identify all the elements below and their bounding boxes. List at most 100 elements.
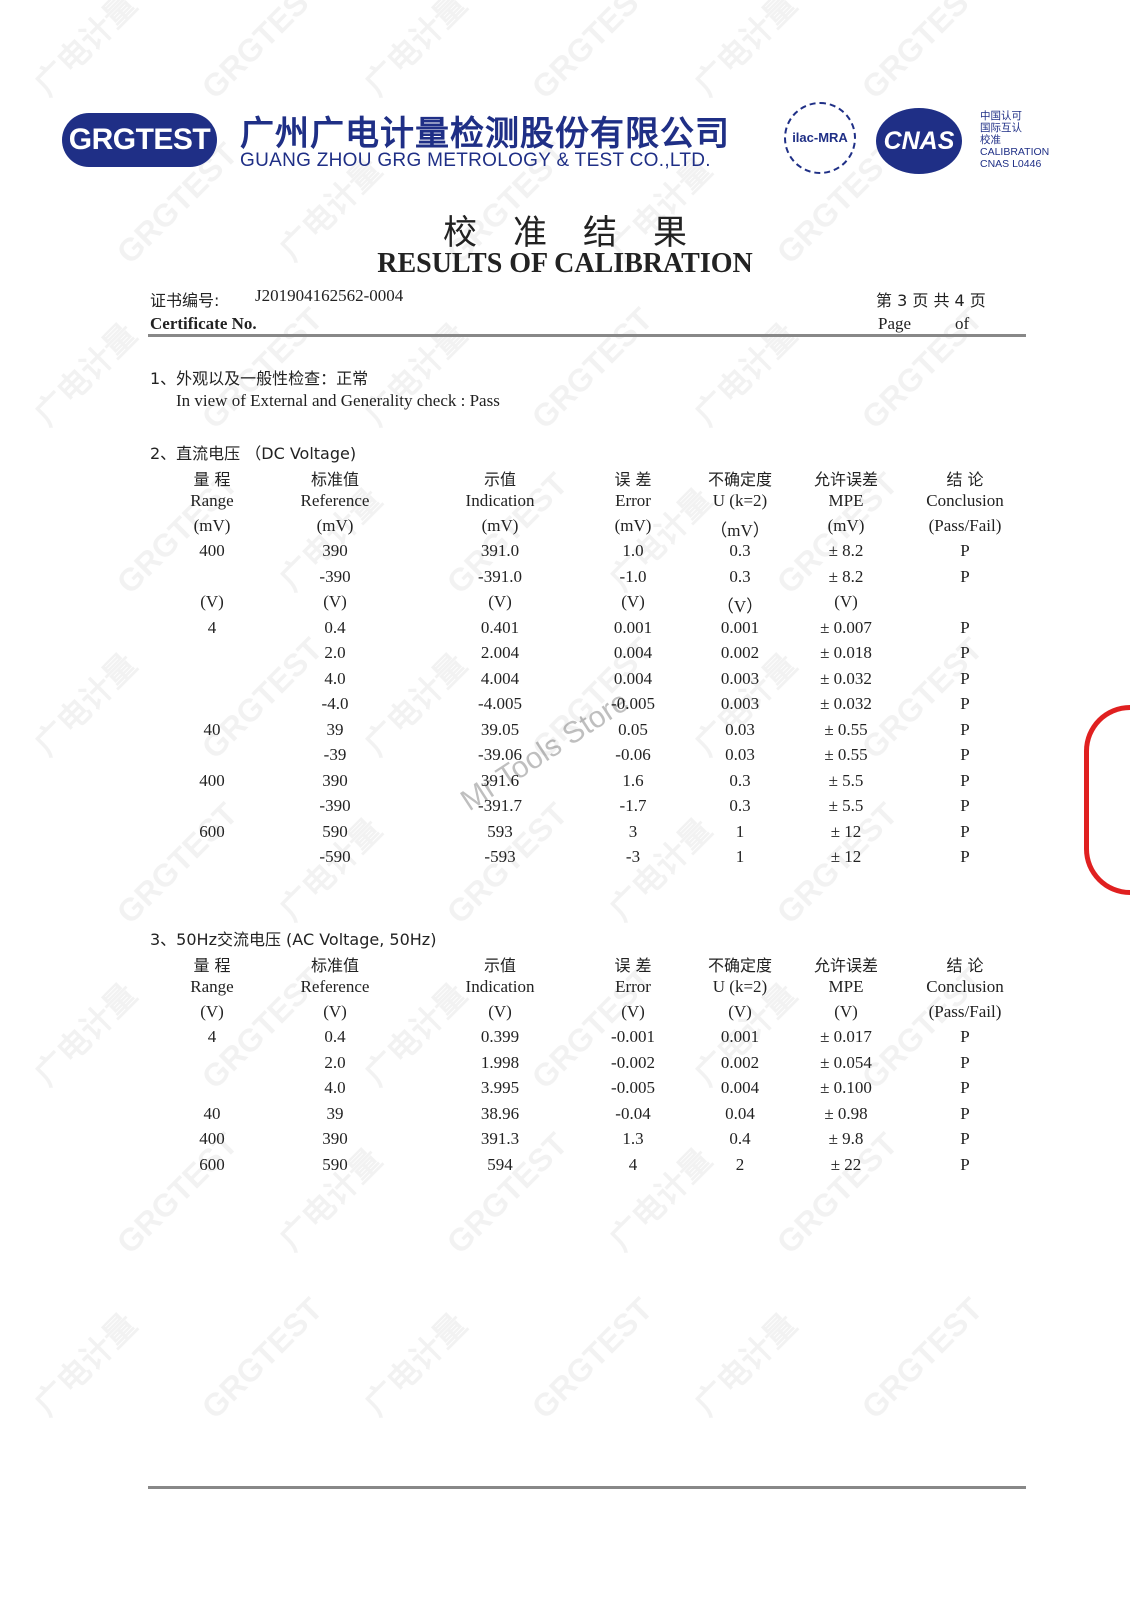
of-label-en: of — [955, 314, 970, 333]
table-cell: ± 0.032 — [820, 694, 872, 713]
table-cell: 2.0 — [324, 1052, 346, 1072]
watermark-mark: 广电计量 — [27, 646, 144, 763]
table-cell: 3.995 — [480, 1078, 520, 1097]
watermark-mark: 广电计量 — [687, 316, 804, 433]
watermark-mark: 广电计量 — [357, 0, 474, 103]
table-cell: 4.0 — [324, 668, 346, 688]
table-cell: 391.3 — [480, 1129, 520, 1148]
table-cell: 0.3 — [729, 566, 751, 586]
table-cell: ± 5.5 — [828, 770, 864, 790]
table-cell: 0.4 — [324, 617, 346, 637]
table-cell: 39 — [326, 1103, 344, 1123]
cnas-line: 中国认可 — [980, 110, 1022, 122]
table-cell: ± 0.100 — [820, 1078, 872, 1097]
table-cell: 0.004 — [613, 668, 653, 688]
column-header-en: Error — [615, 491, 651, 510]
watermark-mark: 广电计量 — [602, 1141, 719, 1258]
table-cell: -0.001 — [611, 1027, 655, 1046]
table-cell: 39 — [326, 719, 344, 739]
table-cell: 0.03 — [725, 745, 755, 764]
table-cell: ± 0.007 — [820, 617, 872, 637]
table-cell: -39.06 — [478, 745, 522, 764]
column-unit: (V) — [200, 1002, 224, 1021]
column-unit: (V) — [488, 1002, 512, 1021]
table-cell: P — [960, 719, 970, 739]
table-cell: P — [960, 1027, 970, 1046]
column-header-cn: 不确定度 — [707, 956, 773, 975]
table-cell: P — [960, 643, 970, 662]
table-cell: -391.7 — [478, 796, 522, 815]
column-header-cn: 结 论 — [946, 956, 984, 975]
column-header-en: Error — [615, 977, 651, 996]
table-cell: 2 — [735, 1154, 745, 1174]
table-cell: -391.0 — [478, 566, 522, 586]
table-cell: P — [960, 821, 970, 841]
table-cell: 0.04 — [725, 1103, 755, 1123]
header-divider — [148, 334, 1026, 337]
table-cell: ± 9.8 — [828, 1129, 864, 1148]
table-cell: 0.002 — [720, 1052, 760, 1072]
cnas-line: CALIBRATION — [980, 146, 1050, 158]
column-unit: (V) — [323, 1002, 347, 1021]
table-cell: 3 — [628, 821, 638, 841]
table-cell: P — [960, 745, 970, 764]
table-cell: ± 0.018 — [820, 643, 872, 662]
table-cell: 2.004 — [480, 643, 520, 662]
table-cell: ± 5.5 — [828, 796, 864, 815]
table-cell: P — [960, 796, 970, 815]
table-cell: 590 — [322, 1154, 348, 1174]
table-cell: 40 — [203, 719, 221, 739]
table-cell: -0.005 — [611, 694, 655, 713]
page-label-en: Page — [878, 314, 912, 333]
table-cell: P — [960, 668, 970, 688]
table-cell: 600 — [199, 821, 225, 841]
table-cell: ± 0.032 — [820, 668, 872, 688]
column-unit: (mV) — [827, 516, 865, 535]
cnas-line: 国际互认 — [980, 122, 1022, 134]
section1-title-en: In view of External and Generality check… — [176, 391, 500, 410]
table-cell: 0.401 — [480, 617, 520, 637]
section3-title: 3、50Hz交流电压 (AC Voltage, 50Hz) — [150, 930, 437, 949]
watermark-mark: GRGTEST — [854, 300, 990, 436]
column-header-en: MPE — [828, 977, 864, 996]
column-header-en: Indication — [465, 977, 535, 996]
table-cell: 4 — [628, 1154, 638, 1174]
column-unit: (V) — [728, 1002, 752, 1021]
watermark-mark: GRGTEST — [194, 630, 330, 766]
table-cell: P — [960, 617, 970, 637]
watermark-mark: 广电计量 — [27, 976, 144, 1093]
cnas-logo: CNAS — [876, 108, 962, 174]
table-cell: ± 12 — [830, 821, 862, 841]
table-cell: -39 — [323, 745, 347, 764]
table-cell: 2.0 — [324, 643, 346, 662]
table-cell: 0.001 — [613, 617, 653, 637]
certificate-label-cn: 证书编号: — [150, 291, 220, 310]
column-header-cn: 结 论 — [946, 470, 984, 489]
watermark-mark: GRGTEST — [524, 300, 660, 436]
table-cell: 390 — [322, 770, 348, 790]
cnas-line: CNAS L0446 — [980, 158, 1042, 170]
table-cell: P — [960, 541, 970, 560]
table-cell: 0.3 — [729, 770, 751, 790]
table-cell: 1.3 — [622, 1129, 644, 1148]
table-cell: ± 8.2 — [828, 566, 864, 586]
watermark-mark: 广电计量 — [357, 1306, 474, 1423]
table-cell: ± 0.017 — [820, 1027, 872, 1046]
table-cell: 0.004 — [613, 643, 653, 662]
table-cell: P — [960, 770, 970, 790]
table-cell: 593 — [487, 821, 513, 841]
table-cell: -590 — [319, 847, 351, 866]
table-cell: ± 12 — [830, 847, 862, 866]
table-cell: 590 — [322, 821, 348, 841]
watermark-mark: 广电计量 — [687, 0, 804, 103]
watermark-mark: GRGTEST — [524, 1290, 660, 1426]
table-cell: P — [960, 566, 970, 586]
table-cell: -0.06 — [615, 745, 651, 764]
table-cell: ± 0.054 — [820, 1052, 872, 1072]
watermark-mark: GRGTEST — [109, 795, 245, 931]
table-cell: 4.0 — [324, 1078, 346, 1097]
watermark-mark: GRGTEST — [854, 0, 990, 106]
table-cell: 0.001 — [720, 1027, 760, 1046]
watermark-mark: GRGTEST — [194, 1290, 330, 1426]
column-header-cn: 误 差 — [614, 470, 652, 489]
